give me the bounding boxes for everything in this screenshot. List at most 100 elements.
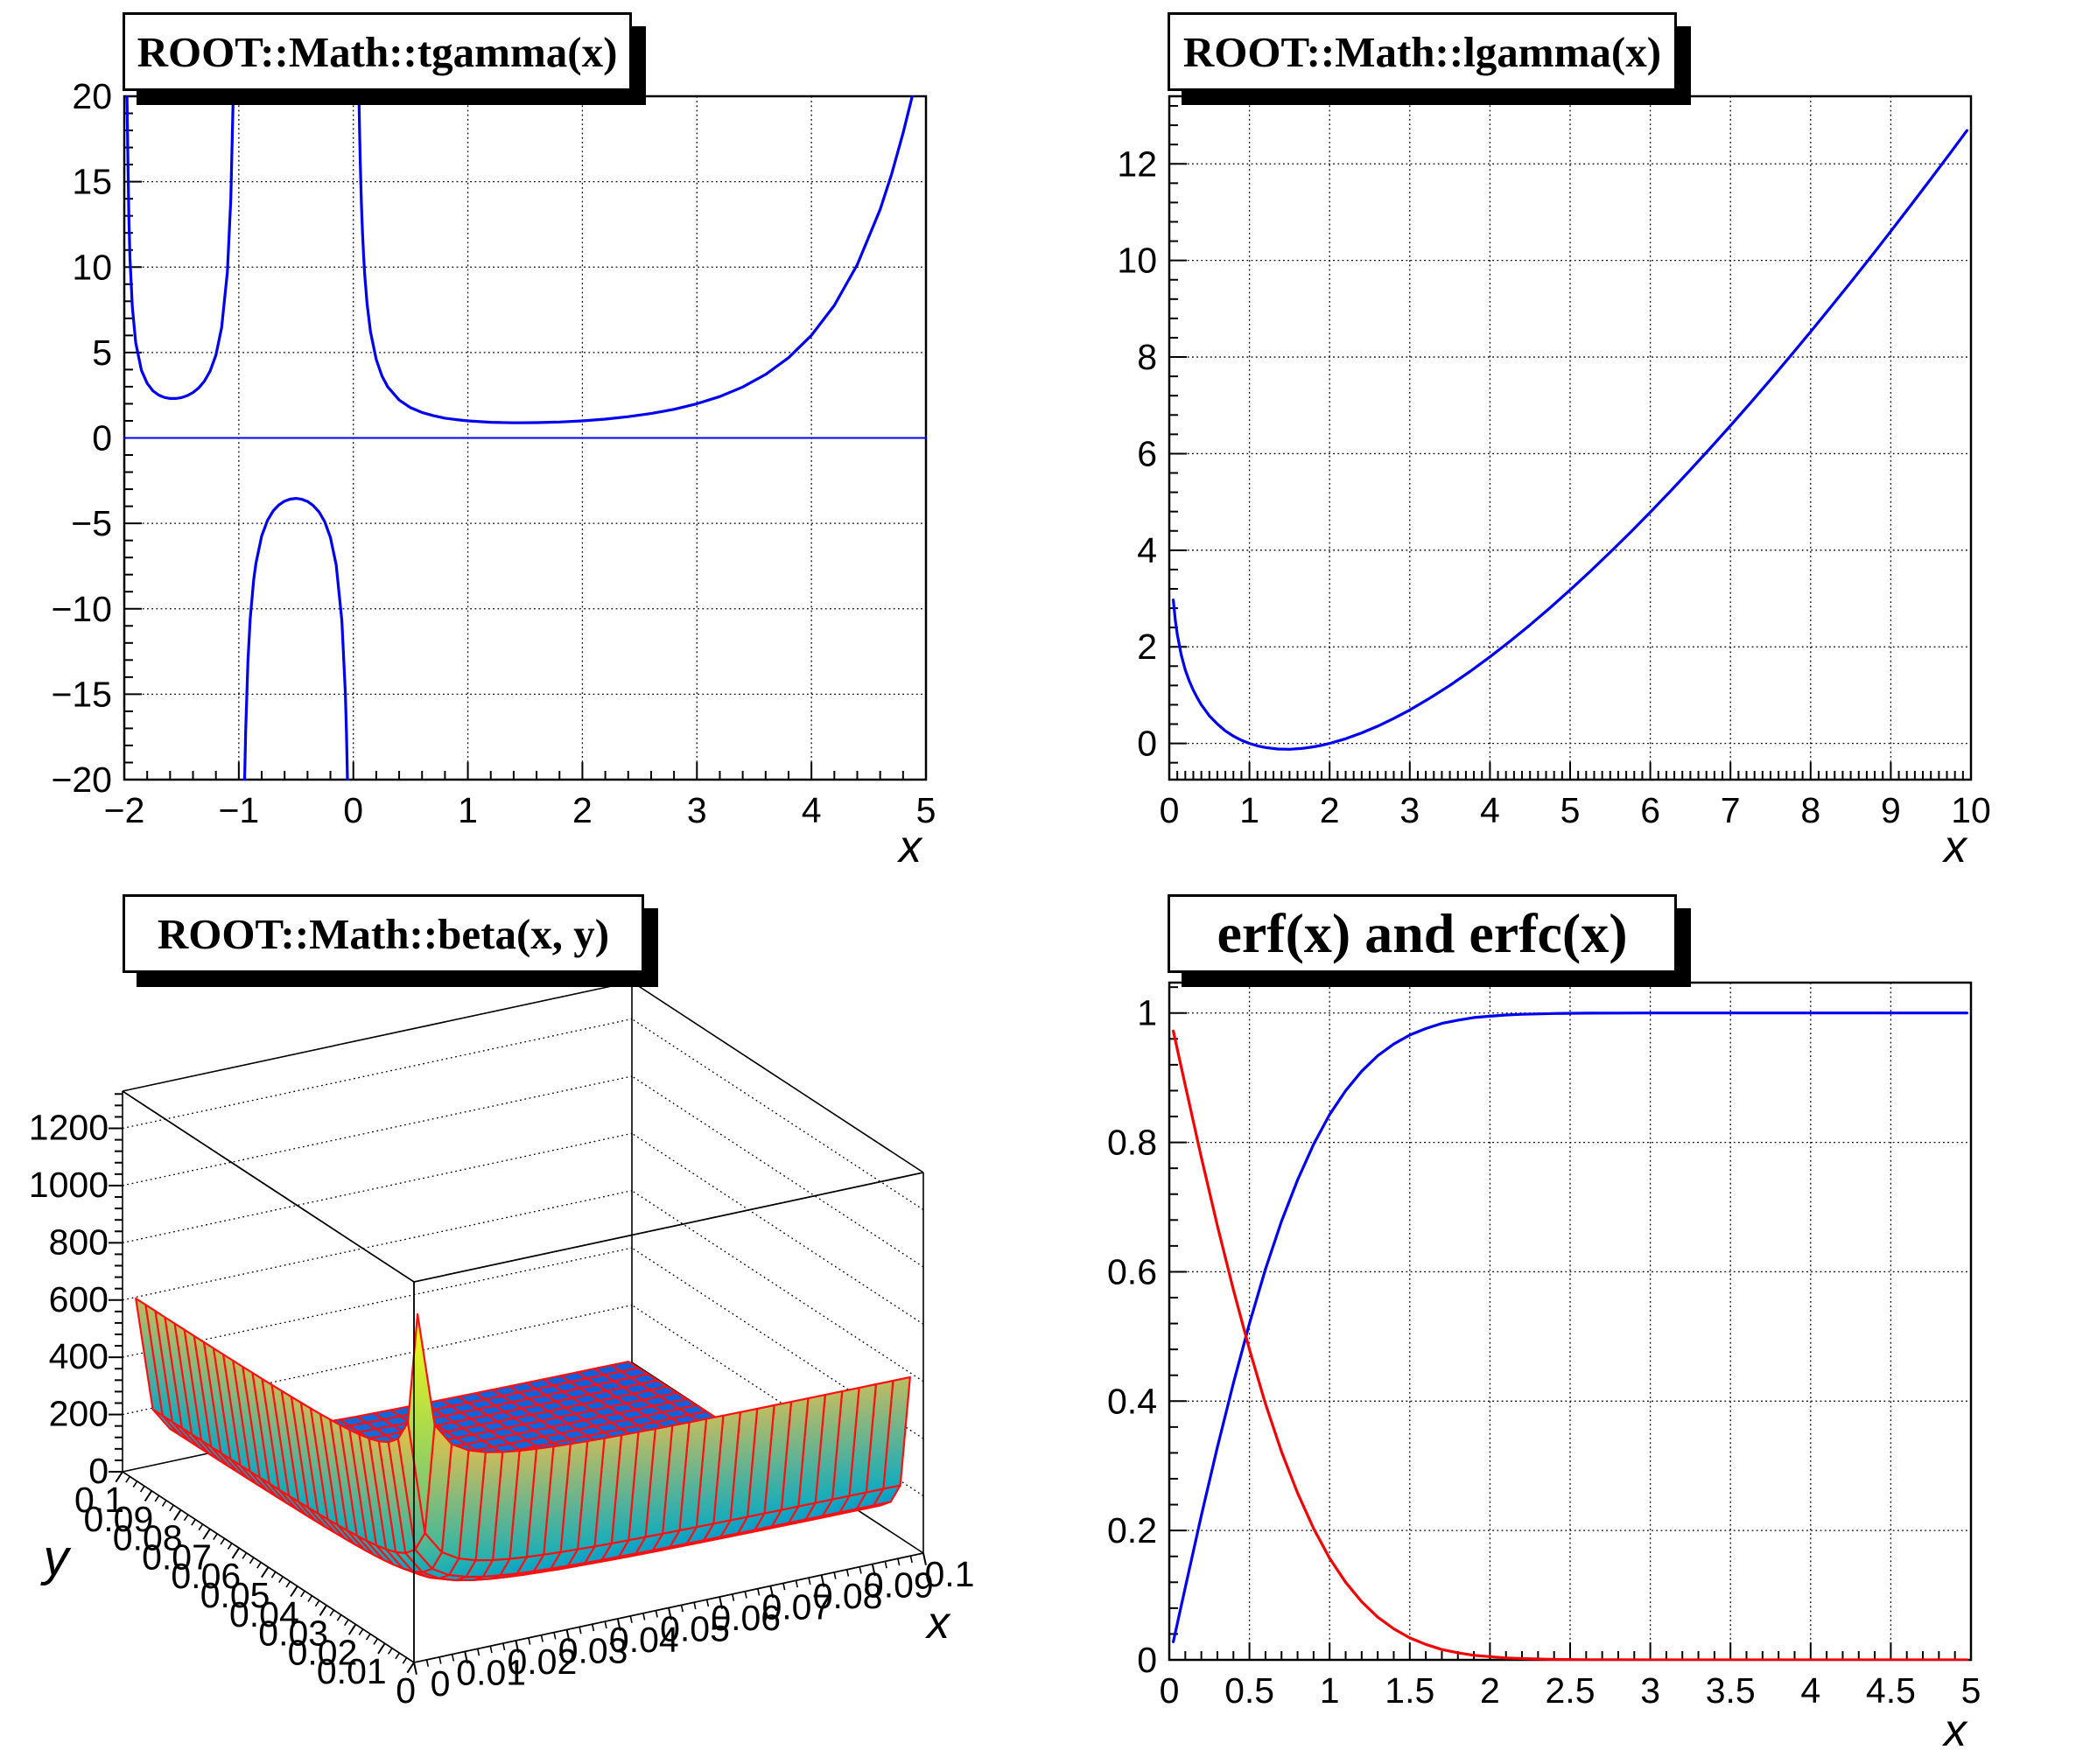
tick-x3d-minor [833,1572,837,1579]
x3d-label: 0.01 [456,1653,526,1693]
tick-y3d-major [115,1471,123,1483]
pad-title-lgamma: ROOT::Math::lgamma(x) [1168,12,1677,91]
ylabel: −15 [51,674,112,714]
tick-x3d-minor [579,1627,582,1634]
ylabel: 4 [1137,530,1157,570]
tick-x3d-minor [642,1613,646,1620]
xlabel: 8 [1800,790,1820,830]
xlabel: 5 [1961,1670,1981,1711]
ylabel: 15 [72,162,112,202]
box-edge-front [122,1471,415,1663]
tgamma-branch-m2-m1 [125,95,235,400]
wall-grid [631,1132,924,1325]
x3d-label: 0 [431,1663,451,1704]
y3d-label: 0.09 [83,1499,153,1539]
ylabel: 0 [1137,1640,1157,1680]
ylabel: 10 [1117,241,1157,281]
ylabel: 0.4 [1107,1381,1157,1421]
ylabel: 8 [1137,337,1157,377]
ylabel: 10 [72,247,112,287]
ylabel: 20 [72,76,112,116]
tick-x3d-minor [731,1593,735,1601]
xlabel: 5 [1560,790,1581,830]
tick-x3d-minor [425,1659,430,1667]
x3d-label: 0.04 [609,1620,679,1660]
tick-x3d-minor [859,1566,862,1574]
wall-grid [631,1075,924,1268]
wall-grid [122,1190,633,1301]
xlabel: 2 [572,790,593,830]
x3d-label: 0.02 [507,1642,577,1682]
pad-title-beta: ROOT::Math::beta(x, y) [123,894,644,973]
tick-x3d-minor [705,1599,710,1607]
tick-x3d-minor [451,1654,455,1662]
xlabel: 7 [1721,790,1741,830]
tick-x3d-major [515,1640,520,1653]
tick-y3d-major [319,1605,327,1616]
erfc-curve [1171,1029,1968,1661]
tick-x3d-major [668,1607,672,1620]
zlabel: 200 [49,1394,109,1434]
tick-y3d-minor [125,1476,130,1483]
tick-x3d-minor [897,1558,901,1566]
tick-y3d-minor [242,1552,248,1559]
tick-y3d-minor [387,1648,393,1655]
xlabel: 2.5 [1546,1670,1596,1711]
ylabel: 0.8 [1107,1123,1157,1163]
curves-tgamma [123,95,927,780]
tick-y3d-minor [373,1638,379,1645]
tick-x3d-minor [629,1615,633,1623]
curves-erf [1171,1012,1968,1661]
ylabel: 0.2 [1107,1510,1157,1550]
tick-x3d-minor [757,1588,761,1596]
tick-y3d-major [377,1642,386,1655]
y3d-label: 0.06 [171,1556,241,1596]
pad-title-erf: erf(x) and erfc(x) [1168,894,1677,973]
tick-y3d-minor [365,1633,371,1641]
xlabel: 2 [1320,790,1340,830]
tick-y3d-minor [285,1580,291,1588]
x3d-label: 0.09 [864,1565,934,1606]
tick-x3d-major [464,1651,469,1664]
lgamma-curve [1171,129,1968,751]
tick-x3d-minor [795,1580,798,1588]
tick-x3d-minor [909,1555,913,1564]
xlabel: 4 [1480,790,1500,830]
tick-y3d-minor [278,1576,284,1584]
y3d-label: 0.1 [74,1480,124,1520]
tick-y3d-minor [402,1657,408,1664]
xlabel: 0 [1160,1670,1180,1711]
x-axis-title: x [1941,1705,1968,1756]
xlabel: 9 [1881,790,1901,830]
xlabel: 4 [802,790,822,830]
box-edge-front [122,1090,415,1283]
pad-title-beta-text: ROOT::Math::beta(x, y) [157,909,610,958]
pad-title-erf-text: erf(x) and erfc(x) [1217,902,1628,964]
tick-y3d-major [290,1586,298,1598]
tick-y3d-minor [270,1572,277,1578]
xlabel: 0 [1160,790,1180,830]
box-edge-front [413,1172,924,1283]
wall-grid [122,1132,633,1243]
tick-y3d-minor [329,1609,335,1617]
tick-x3d-minor [845,1569,850,1577]
y3d-label: 0.05 [200,1575,270,1615]
tick-y3d-minor [395,1652,401,1660]
pad-title-tgamma: ROOT::Math::tgamma(x) [123,12,632,91]
tick-x3d-minor [591,1624,595,1632]
pad-title-lgamma-text: ROOT::Math::lgamma(x) [1182,27,1662,76]
tick-x3d-minor [476,1648,480,1656]
ylabel: −10 [51,589,112,629]
x3d-label: 0.08 [813,1576,883,1616]
zlabel: 400 [49,1336,109,1376]
tick-y3d-minor [344,1619,349,1627]
tick-x3d-major [565,1629,571,1642]
tick-y3d-minor [169,1504,174,1512]
box-edge-front [413,1552,924,1663]
pad-beta: 02004006008001000120000.010.020.030.040.… [29,981,975,1711]
erf-curve [1171,1012,1968,1643]
x3d-label: 0.05 [660,1609,730,1649]
tick-x3d-minor [540,1634,544,1642]
tick-x3d-minor [680,1605,684,1613]
